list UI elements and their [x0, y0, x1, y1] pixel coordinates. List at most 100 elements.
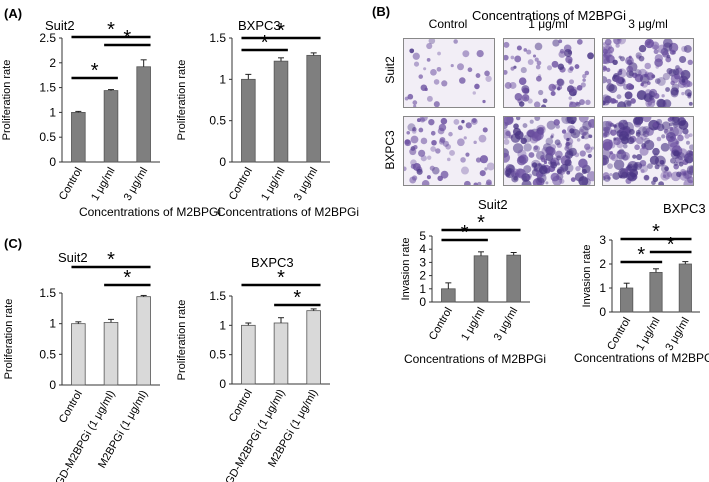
- cell: [681, 171, 686, 176]
- cell: [565, 141, 570, 147]
- cell: [654, 155, 666, 167]
- cell: [538, 130, 544, 136]
- cell: [467, 67, 473, 73]
- y-axis-label: Invasion rate: [400, 238, 412, 301]
- cell: [569, 128, 575, 134]
- cell: [504, 82, 512, 89]
- category-label: 1 μg/ml: [459, 306, 488, 343]
- cell: [545, 137, 554, 146]
- cell: [643, 174, 650, 181]
- cell: [564, 145, 570, 152]
- cell: [658, 181, 665, 185]
- panel-label-c: (C): [4, 236, 22, 251]
- micrograph-row-bxpc3: BXPC3: [383, 130, 397, 170]
- cell: [640, 133, 647, 141]
- cell: [603, 127, 610, 137]
- y-axis-label: Proliferation rate: [176, 60, 188, 141]
- cell: [603, 66, 608, 71]
- cell: [578, 158, 588, 169]
- cell: [464, 180, 471, 185]
- cell: [557, 63, 565, 70]
- cell: [421, 180, 430, 185]
- cell: [617, 39, 621, 41]
- significance-star: *: [293, 287, 301, 309]
- bar: [473, 255, 489, 303]
- y-tick-label: 1.5: [39, 286, 56, 300]
- y-tick-label: 3: [419, 255, 426, 269]
- cell: [431, 139, 437, 146]
- micrograph-suit2-control: [403, 38, 495, 108]
- cell: [435, 148, 441, 154]
- cell: [558, 39, 563, 44]
- cell: [482, 99, 486, 104]
- cell: [609, 97, 616, 104]
- cell: [662, 170, 673, 180]
- x-axis-label: Concentrations of M2BPGi: [217, 205, 359, 219]
- cell: [536, 60, 542, 66]
- cell: [642, 117, 652, 123]
- cell: [569, 86, 578, 95]
- cell: [450, 64, 454, 68]
- micrograph-col-control: Control: [429, 17, 468, 31]
- panel-label-b: (B): [372, 4, 390, 19]
- cell: [682, 128, 689, 135]
- category-label: 1 μg/ml: [259, 166, 288, 203]
- y-tick-label: 1.5: [209, 31, 226, 45]
- cell: [521, 93, 530, 102]
- category-label: Control: [57, 166, 85, 203]
- cell: [617, 150, 622, 155]
- cell: [604, 127, 613, 135]
- cell: [514, 55, 522, 63]
- bar: [273, 322, 289, 385]
- cell: [463, 136, 467, 140]
- cell: [551, 60, 559, 68]
- cell: [684, 155, 690, 161]
- cell: [606, 78, 612, 84]
- cell: [529, 135, 539, 144]
- cell: [407, 93, 414, 100]
- cell: [667, 137, 679, 148]
- cell: [430, 68, 437, 76]
- micrograph-title: Concentrations of M2BPGi: [472, 8, 626, 23]
- cell: [523, 48, 528, 52]
- category-label: 1 μg/ml: [89, 166, 118, 203]
- chart-title: BXPC3: [251, 255, 294, 270]
- cell: [670, 157, 676, 164]
- cell: [603, 172, 610, 180]
- cell: [661, 134, 666, 139]
- cell: [473, 140, 477, 145]
- cell: [556, 78, 564, 86]
- cell: [552, 39, 560, 47]
- cell: [613, 137, 617, 141]
- cell: [486, 162, 494, 171]
- cell: [418, 127, 424, 133]
- cell: [580, 82, 586, 88]
- cell: [436, 66, 442, 72]
- significance-star: *: [652, 221, 660, 243]
- cell: [479, 155, 489, 164]
- cell: [430, 146, 436, 152]
- significance-star: *: [107, 249, 115, 271]
- bar: [103, 322, 119, 386]
- cell: [514, 93, 523, 101]
- significance-star: *: [637, 244, 645, 266]
- cell: [554, 83, 560, 90]
- cell: [584, 70, 590, 76]
- cell: [413, 104, 417, 107]
- cell: [683, 179, 693, 185]
- cell: [623, 99, 632, 107]
- cell: [410, 135, 419, 144]
- cell: [453, 39, 458, 44]
- cell: [618, 122, 624, 128]
- significance-star: *: [277, 20, 285, 42]
- cell: [578, 117, 589, 123]
- cell: [482, 127, 488, 133]
- cell: [684, 133, 690, 139]
- cell: [462, 50, 470, 58]
- cell: [513, 176, 518, 181]
- cell: [656, 98, 666, 107]
- cell: [603, 76, 608, 84]
- cell: [585, 99, 591, 106]
- significance-star: *: [261, 32, 269, 54]
- cell: [424, 87, 428, 92]
